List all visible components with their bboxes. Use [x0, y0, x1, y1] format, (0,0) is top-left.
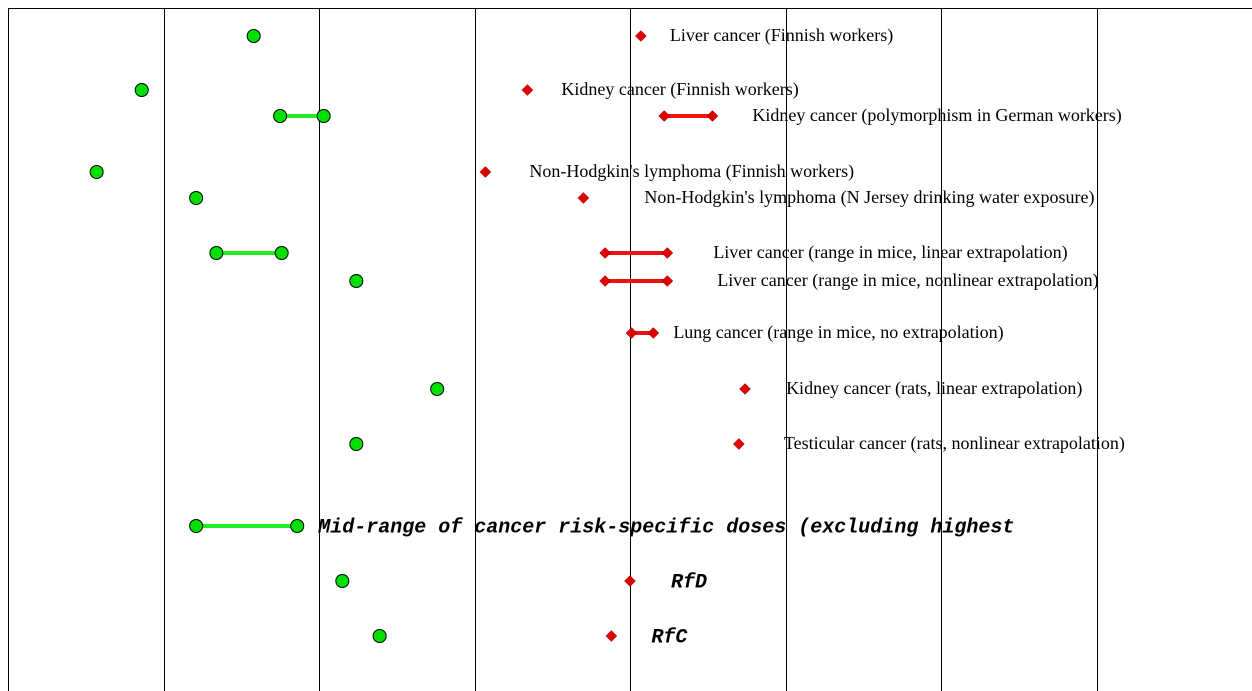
- dot: [209, 246, 224, 260]
- diamond: [739, 383, 751, 395]
- diamond: [661, 247, 674, 259]
- row-label: Testicular cancer (rats, nonlinear extra…: [784, 433, 1125, 454]
- diamond: [521, 84, 534, 96]
- dot: [349, 437, 364, 451]
- diamond: [661, 275, 674, 287]
- dot: [189, 191, 204, 205]
- row-label: Liver cancer (range in mice, linear extr…: [713, 242, 1067, 263]
- dot: [89, 165, 104, 179]
- row-label: RfD: [671, 571, 707, 594]
- dot: [274, 246, 289, 260]
- diamond: [605, 630, 618, 642]
- row-label: Mid-range of cancer risk-specific doses …: [317, 516, 1014, 539]
- diamond: [732, 438, 745, 450]
- row-label: Kidney cancer (Finnish workers): [561, 79, 798, 100]
- row-label: Liver cancer (Finnish workers): [670, 25, 893, 46]
- diamond: [625, 327, 638, 339]
- diamond: [658, 110, 671, 122]
- diamond: [577, 192, 590, 204]
- row-label: Kidney cancer (rats, linear extrapolatio…: [786, 378, 1082, 399]
- row-label: Liver cancer (range in mice, nonlinear e…: [717, 270, 1098, 291]
- dot: [189, 519, 204, 533]
- dot: [134, 83, 149, 97]
- dot: [246, 29, 261, 43]
- dot: [290, 519, 305, 533]
- row-label: Non-Hodgkin's lymphoma (N Jersey drinkin…: [644, 187, 1094, 208]
- diamond: [706, 110, 719, 122]
- dot: [430, 382, 445, 396]
- plot-frame: [8, 8, 1252, 691]
- diamond: [635, 30, 647, 42]
- dot: [349, 274, 364, 288]
- diamond: [599, 275, 611, 287]
- dot: [335, 574, 350, 588]
- diamond: [624, 575, 636, 587]
- diamond: [479, 166, 492, 178]
- dot: [372, 629, 387, 643]
- row-label: Kidney cancer (polymorphism in German wo…: [752, 105, 1121, 126]
- row-label: Lung cancer (range in mice, no extrapola…: [673, 322, 1003, 343]
- diamond: [599, 247, 611, 259]
- diamond: [647, 327, 660, 339]
- dot: [316, 109, 331, 123]
- row-label: RfC: [651, 626, 688, 649]
- row-label: Non-Hodgkin's lymphoma (Finnish workers): [529, 161, 854, 182]
- dot: [273, 109, 288, 123]
